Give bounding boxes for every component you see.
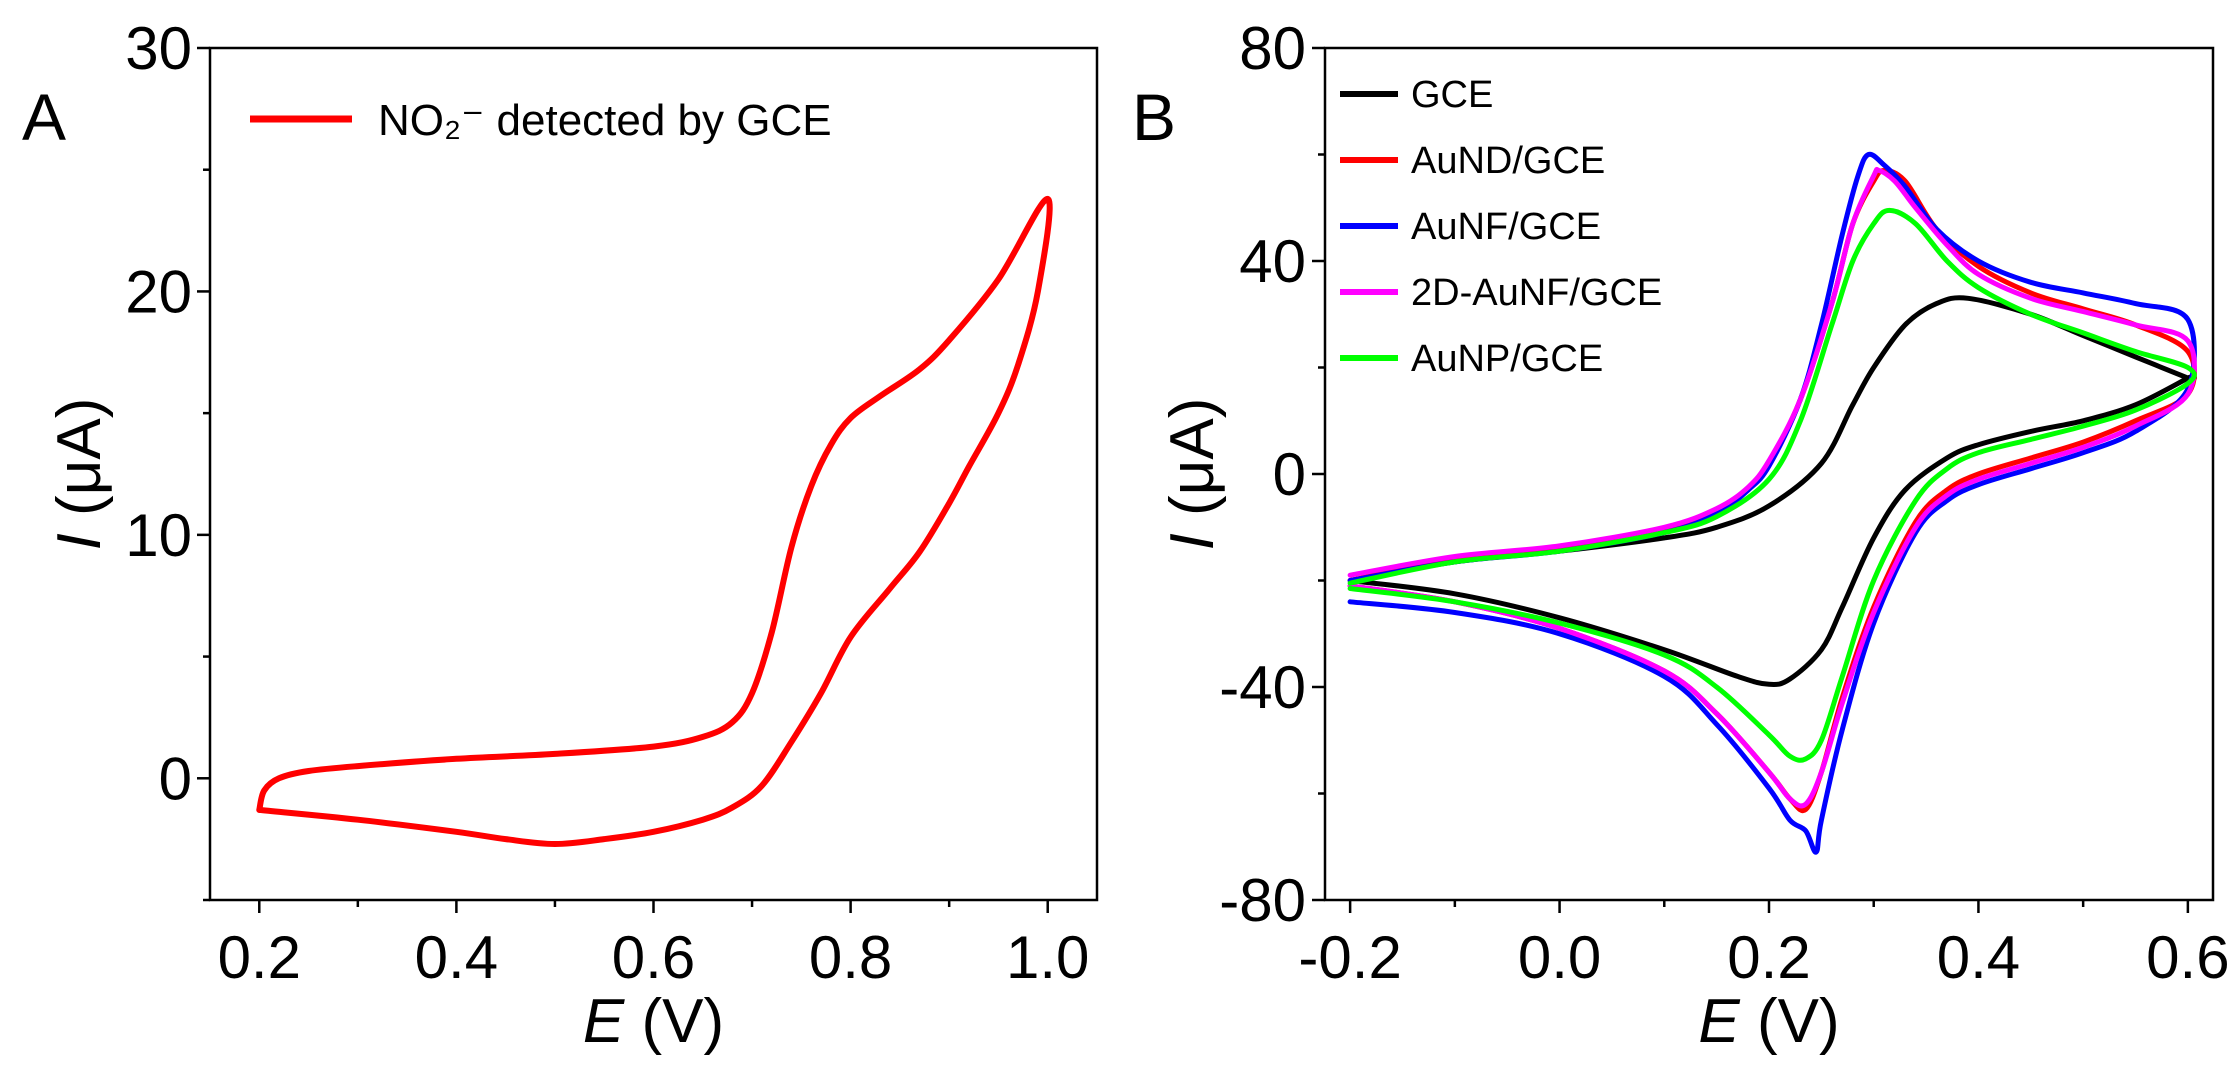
- panel-label: B: [1132, 80, 1176, 154]
- legend-label: AuNF/GCE: [1411, 206, 1601, 248]
- x-axis-unit: (V): [1757, 987, 1840, 1056]
- y-tick-label: -40: [1219, 654, 1306, 721]
- x-tick-label: 0.8: [809, 924, 892, 991]
- series-line-gce: [1347, 295, 2197, 687]
- y-axis-unit: (μA): [45, 398, 114, 516]
- legend: NO₂⁻ detected by GCE: [250, 96, 832, 145]
- legend-label: GCE: [1411, 74, 1493, 116]
- series-line-aunf-gce: [1347, 151, 2197, 855]
- y-tick-label: 40: [1239, 228, 1306, 295]
- x-axis-title: E (V): [1698, 987, 1839, 1056]
- x-tick-label: 0.6: [2146, 924, 2229, 991]
- y-tick-label: 0: [1273, 441, 1306, 508]
- y-tick-label: -80: [1219, 867, 1306, 934]
- legend-label: AuNP/GCE: [1411, 338, 1603, 380]
- y-axis-title: I (μA): [1158, 398, 1227, 551]
- x-tick-label: 1.0: [1006, 924, 1089, 991]
- panel-a: 0.2 0.4 0.6 0.8 1.0 0 10 20 30 E (V) I (μA) A NO₂⁻ d…: [22, 15, 1099, 1056]
- y-axis-unit: (μA): [1158, 398, 1227, 516]
- x-tick-label: 0.2: [218, 924, 301, 991]
- legend-label: 2D-AuNF/GCE: [1411, 272, 1662, 314]
- y-tick-label: 20: [125, 258, 192, 325]
- x-axis-gap: [624, 987, 641, 1056]
- series-line-no-detected-by-gce: [256, 195, 1053, 847]
- x-tick-label: 0.0: [1518, 924, 1601, 991]
- x-axis-unit: (V): [641, 987, 724, 1056]
- x-axis-symbol: E: [583, 987, 625, 1056]
- series-line-2d-aunf-gce: [1347, 166, 2197, 809]
- legend-label: NO₂⁻ detected by GCE: [378, 96, 832, 145]
- legend-label: AuND/GCE: [1411, 140, 1605, 182]
- series-line-aund-gce: [1347, 168, 2197, 814]
- y-axis-gap: [45, 516, 114, 533]
- y-axis-symbol: I: [1158, 533, 1227, 550]
- legend: GCE AuND/GCE AuNF/GCE 2D-AuNF/GCE AuNP/GCE: [1340, 74, 1662, 380]
- panel-b: -0.2 0.0 0.2 0.4 0.6 -80 -40 0 40 80 E (V) I (μA) B G…: [1132, 15, 2230, 1056]
- x-tick-label: 0.6: [612, 924, 695, 991]
- y-tick-label: 10: [125, 502, 192, 569]
- x-tick-label: -0.2: [1298, 924, 1401, 991]
- x-axis-title: E (V): [583, 987, 724, 1056]
- x-tick-label: 0.2: [1727, 924, 1810, 991]
- y-axis-gap: [1158, 516, 1227, 533]
- y-tick-label: 30: [125, 15, 192, 82]
- panel-label: A: [22, 80, 66, 154]
- series-line-aunp-gce: [1347, 207, 2197, 763]
- x-axis-symbol: E: [1698, 987, 1740, 1056]
- x-tick-label: 0.4: [1937, 924, 2020, 991]
- y-tick-label: 0: [159, 745, 192, 812]
- y-axis-symbol: I: [45, 533, 114, 550]
- y-tick-label: 80: [1239, 15, 1306, 82]
- x-tick-label: 0.4: [415, 924, 498, 991]
- x-axis-gap: [1740, 987, 1757, 1056]
- y-axis-title: I (μA): [45, 398, 114, 551]
